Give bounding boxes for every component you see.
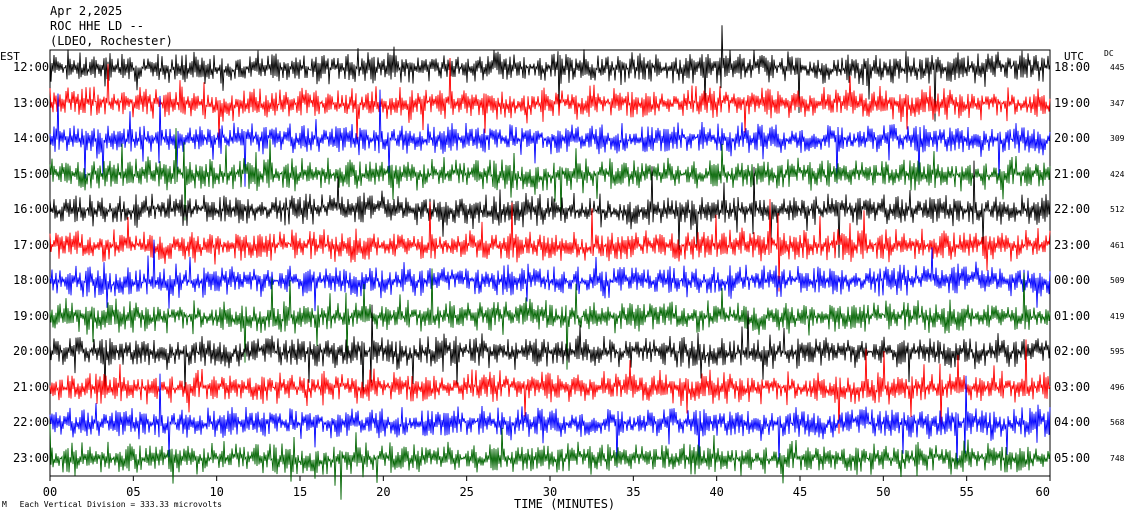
est-label: 18:00 (13, 273, 50, 287)
dc-value: 748 (1110, 453, 1125, 463)
est-label: 16:00 (13, 202, 50, 216)
utc-label: 03:00 (1054, 379, 1091, 394)
est-label: 17:00 (13, 237, 50, 252)
utc-label: 22:00 (1054, 202, 1091, 216)
x-tick-label: 40 (709, 485, 723, 499)
dc-axis-head: DC (1104, 49, 1114, 58)
trace-1500 (49, 128, 1051, 221)
x-tick-label: 30 (543, 485, 557, 499)
est-label: 12:00 (13, 60, 50, 74)
utc-label: 19:00 (1054, 95, 1091, 110)
trace-1400 (49, 89, 1051, 187)
x-tick-group: 00 05 10 15 20 25 30 35 40 45 50 55 60 (43, 476, 1051, 499)
dc-value: 419 (1110, 311, 1125, 321)
trace-group (49, 25, 1051, 500)
dc-value: 445 (1110, 63, 1125, 72)
est-label: 15:00 (13, 166, 50, 181)
utc-label: 01:00 (1054, 308, 1091, 323)
dc-value: 496 (1110, 382, 1125, 392)
utc-label: 21:00 (1054, 166, 1091, 181)
trace-2200 (49, 373, 1051, 468)
header-network: (LDEO, Rochester) (50, 34, 173, 48)
est-axis-head: EST (0, 50, 20, 63)
dc-value: 424 (1110, 169, 1125, 179)
trace-1200 (49, 25, 1051, 122)
footer-mark: M (2, 500, 7, 509)
dc-value: 347 (1110, 98, 1125, 108)
dc-value: 595 (1110, 347, 1125, 356)
x-tick-label: 20 (376, 485, 390, 499)
x-tick-label: 50 (876, 485, 890, 499)
utc-label: 23:00 (1054, 237, 1091, 252)
est-label: 20:00 (13, 344, 50, 358)
x-tick-label: 00 (43, 485, 57, 499)
utc-label: 20:00 (1054, 131, 1091, 145)
header-date: Apr 2,2025 (50, 4, 123, 18)
est-label: 22:00 (13, 415, 50, 429)
x-tick-label: 45 (793, 485, 807, 499)
utc-label: 00:00 (1054, 273, 1091, 287)
dc-value: 461 (1110, 240, 1125, 250)
trace-2100 (49, 339, 1051, 434)
x-tick-label: 35 (626, 485, 640, 499)
x-tick-label: 10 (209, 485, 223, 499)
x-tick-label: 15 (293, 485, 307, 499)
utc-label: 05:00 (1054, 450, 1091, 465)
trace-1900 (49, 268, 1051, 370)
trace-2300 (49, 424, 1051, 500)
utc-label: 18:00 (1054, 60, 1091, 74)
trace-1600 (49, 160, 1051, 258)
utc-label: 02:00 (1054, 344, 1091, 358)
trace-1300 (49, 57, 1051, 144)
x-tick-label: 60 (1036, 485, 1050, 499)
trace-1700 (49, 199, 1051, 292)
x-tick-label: 05 (126, 485, 140, 499)
dc-value: 512 (1110, 205, 1125, 214)
footer-scale-note: M Each Vertical Division = 333.33 microv… (2, 500, 222, 509)
est-label: 14:00 (13, 131, 50, 145)
dc-value: 509 (1110, 276, 1125, 285)
utc-label: 04:00 (1054, 415, 1091, 429)
est-label: 19:00 (13, 308, 50, 323)
x-axis-label: TIME (MINUTES) (514, 497, 616, 511)
est-label: 23:00 (13, 450, 50, 465)
trace-2000 (49, 304, 1051, 397)
est-label: 21:00 (13, 379, 50, 394)
header-station: ROC HHE LD -- (50, 19, 144, 33)
x-tick-label: 25 (459, 485, 473, 499)
est-label: 13:00 (13, 95, 50, 110)
dc-value: 309 (1110, 134, 1125, 143)
footer-note: Each Vertical Division = 333.33 microvol… (19, 500, 222, 509)
x-tick-label: 55 (959, 485, 973, 499)
utc-axis-head: UTC (1064, 50, 1084, 63)
trace-1800 (49, 239, 1051, 312)
dc-value: 568 (1110, 418, 1125, 427)
